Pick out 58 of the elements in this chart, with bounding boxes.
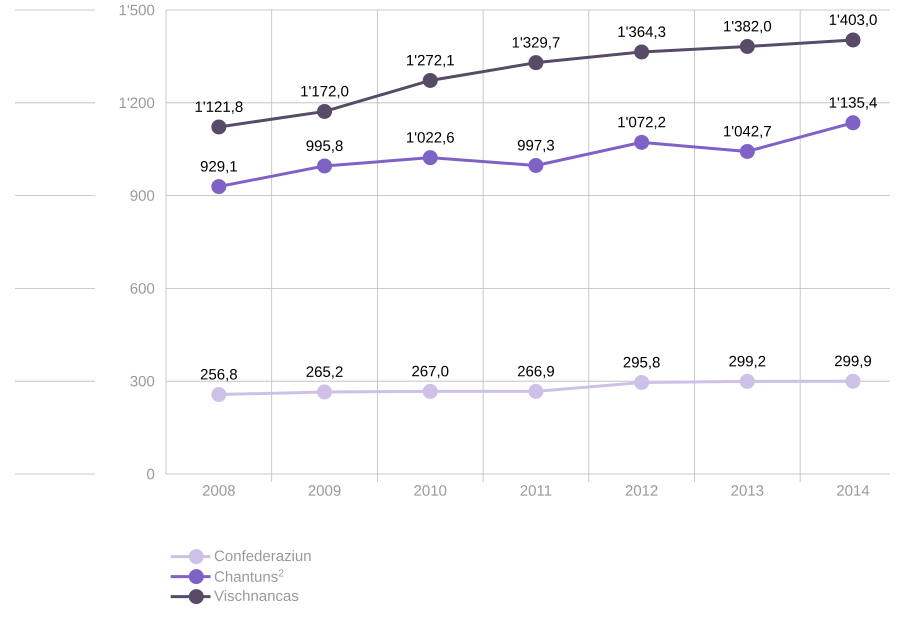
data-label: 1'072,2 [618,116,666,130]
x-tick-label: 2014 [837,485,870,496]
point [846,32,861,48]
point [634,374,650,390]
x-tick-label: 2009 [308,485,340,496]
x-tick-label: 2013 [731,485,764,496]
data-label: 299,2 [729,356,766,368]
point [634,134,650,150]
point [740,144,755,159]
point [528,55,544,70]
x-tick-label: 2010 [414,485,446,496]
x-tick-label: 2008 [202,485,235,496]
point [422,384,438,399]
point [422,150,438,166]
y-tick-label: 0 [147,468,154,480]
point [211,119,226,134]
point [422,72,438,88]
y-tick-label: 600 [130,283,154,294]
x-tick-label: 2011 [520,485,552,496]
data-label: 1'121,8 [196,101,243,114]
point [528,384,544,399]
point [211,179,226,194]
data-label: 1'172,0 [301,86,348,98]
data-label: 1'135,4 [830,97,877,110]
point [317,158,332,174]
x-tick-label: 2012 [626,485,658,496]
y-tick-label: 1'200 [120,97,154,108]
point [740,38,755,54]
data-label: 1'329,7 [512,37,560,50]
y-tick-label: 300 [130,376,154,386]
data-label: 265,2 [306,366,343,379]
data-label: 295,8 [624,356,660,370]
legend-label: Vischnancas [214,590,298,602]
point [846,115,861,130]
y-tick-label: 900 [130,190,154,201]
data-label: 995,8 [306,140,343,153]
data-label: 1'042,7 [724,126,771,138]
point [317,384,332,400]
data-label: 256,8 [200,368,237,382]
data-label: 1'364,3 [618,26,666,39]
data-label: 267,0 [412,366,448,378]
y-tick-label: 1'500 [120,4,154,16]
data-label: 997,3 [518,140,554,152]
point [846,374,861,389]
data-label: 266,9 [518,366,554,378]
legend-label: Confederaziun [214,550,311,562]
data-label: 1'403,0 [830,14,877,27]
data-label: 1'382,0 [724,20,772,34]
data-label: 1'022,6 [407,132,454,144]
legend-label: Chantuns$^{2}$ [214,569,284,582]
point [634,44,650,60]
point [211,387,226,402]
point [317,104,332,119]
point [740,374,755,389]
data-label: 929,1 [200,160,237,174]
data-label: 1'272,1 [407,54,454,68]
point [528,158,544,173]
data-label: 299,9 [834,356,872,368]
